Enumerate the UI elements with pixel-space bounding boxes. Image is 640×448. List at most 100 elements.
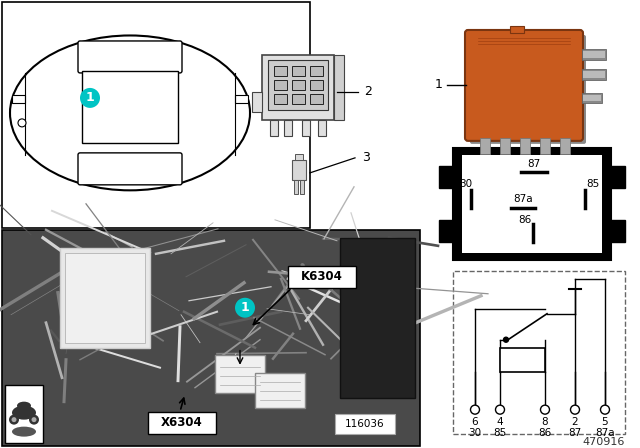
Text: X6304: X6304	[161, 416, 203, 429]
Bar	[292, 80, 305, 90]
Bar	[480, 138, 490, 154]
Text: 470916: 470916	[582, 437, 625, 447]
Bar	[583, 95, 601, 101]
Bar	[560, 138, 570, 154]
Bar	[582, 69, 606, 80]
Bar	[310, 94, 323, 104]
Ellipse shape	[12, 405, 36, 420]
Text: 87a: 87a	[513, 194, 533, 204]
Bar	[294, 180, 298, 194]
Bar	[439, 166, 453, 188]
Circle shape	[504, 337, 509, 342]
Bar	[310, 66, 323, 76]
Bar	[462, 155, 602, 253]
Bar	[318, 120, 326, 136]
FancyBboxPatch shape	[78, 153, 182, 185]
Text: K6304: K6304	[301, 270, 343, 283]
Text: 6: 6	[472, 417, 478, 426]
Bar	[340, 238, 415, 398]
Bar	[82, 71, 178, 143]
Text: 86: 86	[538, 428, 552, 438]
Circle shape	[600, 405, 609, 414]
Circle shape	[470, 405, 479, 414]
Text: 1: 1	[86, 91, 94, 104]
Bar	[510, 26, 524, 33]
Bar	[274, 94, 287, 104]
Text: 116036: 116036	[345, 418, 385, 429]
Bar	[215, 355, 265, 392]
Bar	[453, 271, 625, 434]
Text: 30: 30	[460, 179, 472, 189]
Text: 85: 85	[586, 179, 600, 189]
Circle shape	[541, 405, 550, 414]
Bar	[65, 253, 145, 343]
Bar	[2, 2, 310, 228]
Bar	[255, 373, 305, 408]
Circle shape	[80, 88, 100, 108]
Ellipse shape	[10, 35, 250, 190]
Text: 4: 4	[497, 417, 503, 426]
Circle shape	[9, 415, 19, 425]
Bar	[334, 92, 344, 112]
Bar	[611, 220, 625, 242]
Bar	[292, 94, 305, 104]
Bar	[439, 220, 453, 242]
Circle shape	[570, 405, 579, 414]
FancyBboxPatch shape	[470, 35, 586, 144]
Text: 87: 87	[568, 428, 582, 438]
Bar	[274, 66, 287, 76]
Bar	[284, 120, 292, 136]
Text: 2: 2	[572, 417, 579, 426]
Text: 3: 3	[362, 151, 370, 164]
Text: 87: 87	[527, 159, 541, 169]
Bar	[274, 80, 287, 90]
Bar	[583, 71, 605, 78]
Text: 30: 30	[468, 428, 481, 438]
Ellipse shape	[17, 402, 31, 409]
Bar	[12, 95, 25, 103]
Bar	[292, 160, 306, 180]
Text: 85: 85	[493, 428, 507, 438]
Bar	[252, 92, 262, 112]
Bar	[611, 166, 625, 188]
Bar	[335, 414, 395, 434]
Bar	[148, 412, 216, 434]
Bar	[334, 55, 344, 120]
Circle shape	[29, 415, 39, 425]
Bar	[582, 49, 606, 60]
Circle shape	[235, 298, 255, 318]
FancyBboxPatch shape	[465, 30, 583, 141]
Bar	[500, 138, 510, 154]
Bar	[235, 95, 248, 103]
Text: 2: 2	[364, 86, 372, 99]
FancyBboxPatch shape	[78, 41, 182, 73]
Text: 87a: 87a	[595, 428, 615, 438]
Bar	[540, 138, 550, 154]
Text: 1: 1	[241, 301, 250, 314]
Bar	[500, 348, 545, 372]
Bar	[270, 120, 278, 136]
Bar	[583, 51, 605, 58]
Circle shape	[18, 119, 26, 127]
Bar	[262, 55, 334, 120]
Circle shape	[495, 405, 504, 414]
Text: 5: 5	[602, 417, 608, 426]
Circle shape	[31, 417, 36, 422]
Bar	[5, 385, 43, 443]
Text: 1: 1	[435, 78, 443, 91]
Bar	[295, 154, 303, 160]
Text: 86: 86	[518, 215, 532, 225]
Bar	[310, 80, 323, 90]
Bar	[582, 93, 602, 103]
Bar	[288, 266, 356, 288]
Bar	[520, 138, 530, 154]
Text: 8: 8	[541, 417, 548, 426]
Bar	[300, 180, 304, 194]
Bar	[292, 66, 305, 76]
Bar	[268, 60, 328, 110]
Bar	[2, 230, 420, 446]
Bar	[302, 120, 310, 136]
Circle shape	[12, 417, 17, 422]
Bar	[60, 248, 150, 348]
Bar	[453, 148, 611, 260]
